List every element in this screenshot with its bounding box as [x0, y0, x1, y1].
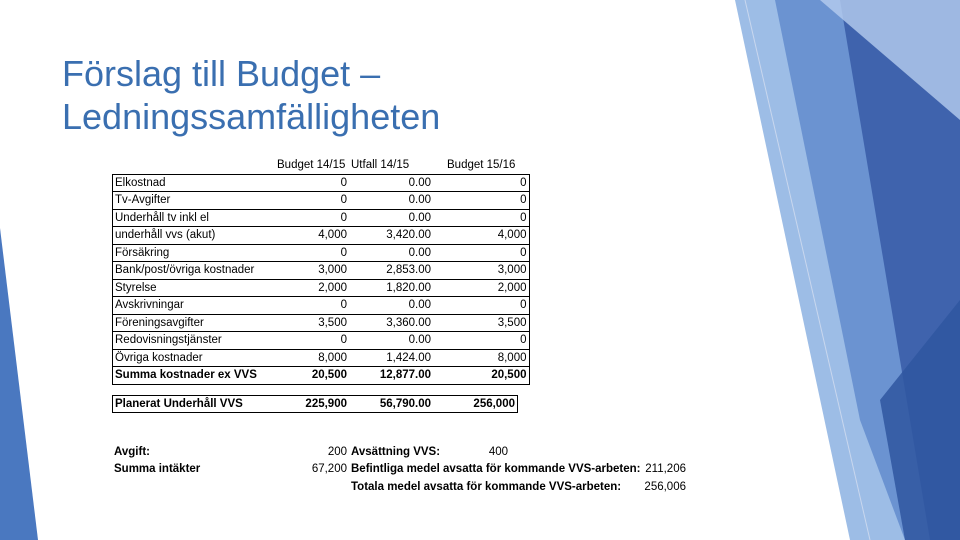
- row-label: Bank/post/övriga kostnader: [112, 261, 275, 279]
- title-line-1: Förslag till Budget –: [62, 53, 381, 94]
- cell-budget-1516: 0: [433, 243, 530, 262]
- cell-utfall-1415: 0.00: [349, 191, 433, 209]
- row-label: Föreningsavgifter: [112, 313, 275, 332]
- table-row: Bank/post/övriga kostnader 3,000 2,853.0…: [112, 261, 530, 279]
- cell-budget-1415: 3,000: [275, 261, 349, 279]
- cell-utfall-1415: 0.00: [349, 208, 433, 227]
- table-row: Redovisningstjänster 0 0.00 0: [112, 331, 530, 349]
- sum-label: Summa kostnader ex VVS: [112, 366, 275, 385]
- budget-table: Budget 14/15 Utfall 14/15 Budget 15/16 E…: [112, 157, 530, 385]
- row-label: underhåll vvs (akut): [112, 226, 275, 244]
- cell-budget-1516: 0: [433, 296, 530, 314]
- cell-utfall-1415: 0.00: [349, 243, 433, 262]
- right-panel-bottom-shade: [880, 300, 960, 540]
- header-cell: [113, 157, 276, 174]
- table-row: Styrelse 2,000 1,820.00 2,000: [112, 278, 530, 297]
- cell-budget-1516: 4,000: [433, 226, 530, 244]
- cell-utfall-1415: 0.00: [349, 331, 433, 349]
- table-header-row: Budget 14/15 Utfall 14/15 Budget 15/16: [113, 157, 530, 174]
- planned-maintenance-table: Planerat Underhåll VVS 225,900 56,790.00…: [112, 395, 518, 413]
- row-label: Elkostnad: [112, 173, 275, 192]
- header-budget-1516: Budget 15/16: [447, 159, 516, 172]
- table-row: Avskrivningar 0 0.00 0: [112, 296, 530, 314]
- cell-utfall-1415: 0.00: [349, 296, 433, 314]
- totala-label: Totala medel avsatta för kommande VVS-ar…: [351, 481, 622, 493]
- cell-budget-1516: 0: [433, 191, 530, 209]
- totala-value: 256,006: [644, 481, 686, 493]
- avsattning-label: Avsättning VVS:: [351, 446, 441, 458]
- table-row: Övriga kostnader 8,000 1,424.00 8,000: [112, 348, 530, 367]
- right-panel-top-light: [820, 0, 960, 120]
- sum-budget-1516: 20,500: [433, 366, 530, 385]
- planned-budget-1415: 225,900: [275, 395, 349, 413]
- row-label: Underhåll tv inkl el: [112, 208, 275, 227]
- header-utfall-1415: Utfall 14/15: [351, 159, 410, 172]
- intakter-value: 67,200: [311, 463, 347, 475]
- cell-budget-1516: 2,000: [433, 278, 530, 297]
- sum-utfall-1415: 12,877.00: [349, 366, 433, 385]
- table-row: Underhåll tv inkl el 0 0.00 0: [112, 208, 530, 227]
- row-label: Försäkring: [112, 243, 275, 262]
- cell-budget-1516: 0: [433, 331, 530, 349]
- planned-utfall-1415: 56,790.00: [349, 395, 433, 413]
- cell-budget-1516: 0: [433, 208, 530, 227]
- table-row: Försäkring 0 0.00 0: [112, 243, 530, 262]
- table-row: underhåll vvs (akut) 4,000 3,420.00 4,00…: [112, 226, 530, 244]
- table-row: Elkostnad 0 0.00 0: [112, 173, 530, 192]
- sum-row: Summa kostnader ex VVS 20,500 12,877.00 …: [112, 366, 530, 385]
- cell-budget-1415: 2,000: [275, 278, 349, 297]
- avsattning-value: 400: [488, 446, 508, 458]
- befintliga-label: Befintliga medel avsatta för kommande VV…: [351, 463, 641, 475]
- title-line-2: Ledningssamfälligheten: [62, 96, 441, 137]
- row-label: Styrelse: [112, 278, 275, 297]
- cell-budget-1415: 0: [275, 296, 349, 314]
- cell-utfall-1415: 1,820.00: [349, 278, 433, 297]
- sum-budget-1415: 20,500: [275, 366, 349, 385]
- befintliga-value: 211,206: [645, 463, 686, 475]
- cell-utfall-1415: 2,853.00: [349, 261, 433, 279]
- cell-budget-1516: 3,500: [433, 313, 530, 332]
- row-label: Övriga kostnader: [112, 348, 275, 367]
- avgift-label: Avgift:: [114, 446, 150, 458]
- cell-utfall-1415: 1,424.00: [349, 348, 433, 367]
- intakter-label: Summa intäkter: [114, 463, 201, 475]
- cell-utfall-1415: 3,420.00: [349, 226, 433, 244]
- cell-utfall-1415: 3,360.00: [349, 313, 433, 332]
- slide-title: Förslag till Budget – Ledningssamfälligh…: [62, 52, 702, 138]
- right-thin-line: [744, 0, 871, 540]
- cell-budget-1415: 3,500: [275, 313, 349, 332]
- avgift-value: 200: [327, 446, 347, 458]
- planned-row: Planerat Underhåll VVS 225,900 56,790.00…: [112, 395, 518, 413]
- header-budget-1415: Budget 14/15: [277, 159, 346, 172]
- cell-budget-1415: 0: [275, 191, 349, 209]
- cell-budget-1516: 3,000: [433, 261, 530, 279]
- left-accent-shape: [0, 228, 38, 540]
- cell-budget-1415: 0: [275, 331, 349, 349]
- cell-budget-1415: 0: [275, 208, 349, 227]
- cell-utfall-1415: 0.00: [349, 173, 433, 192]
- cell-budget-1415: 0: [275, 243, 349, 262]
- planned-budget-1516: 256,000: [433, 395, 518, 413]
- cell-budget-1415: 8,000: [275, 348, 349, 367]
- planned-label: Planerat Underhåll VVS: [112, 395, 275, 413]
- row-label: Tv-Avgifter: [112, 191, 275, 209]
- cell-budget-1415: 4,000: [275, 226, 349, 244]
- cell-budget-1516: 0: [433, 173, 530, 192]
- cell-budget-1516: 8,000: [433, 348, 530, 367]
- row-label: Avskrivningar: [112, 296, 275, 314]
- table-row: Tv-Avgifter 0 0.00 0: [112, 191, 530, 209]
- row-label: Redovisningstjänster: [112, 331, 275, 349]
- table-row: Föreningsavgifter 3,500 3,360.00 3,500: [112, 313, 530, 332]
- cell-budget-1415: 0: [275, 173, 349, 192]
